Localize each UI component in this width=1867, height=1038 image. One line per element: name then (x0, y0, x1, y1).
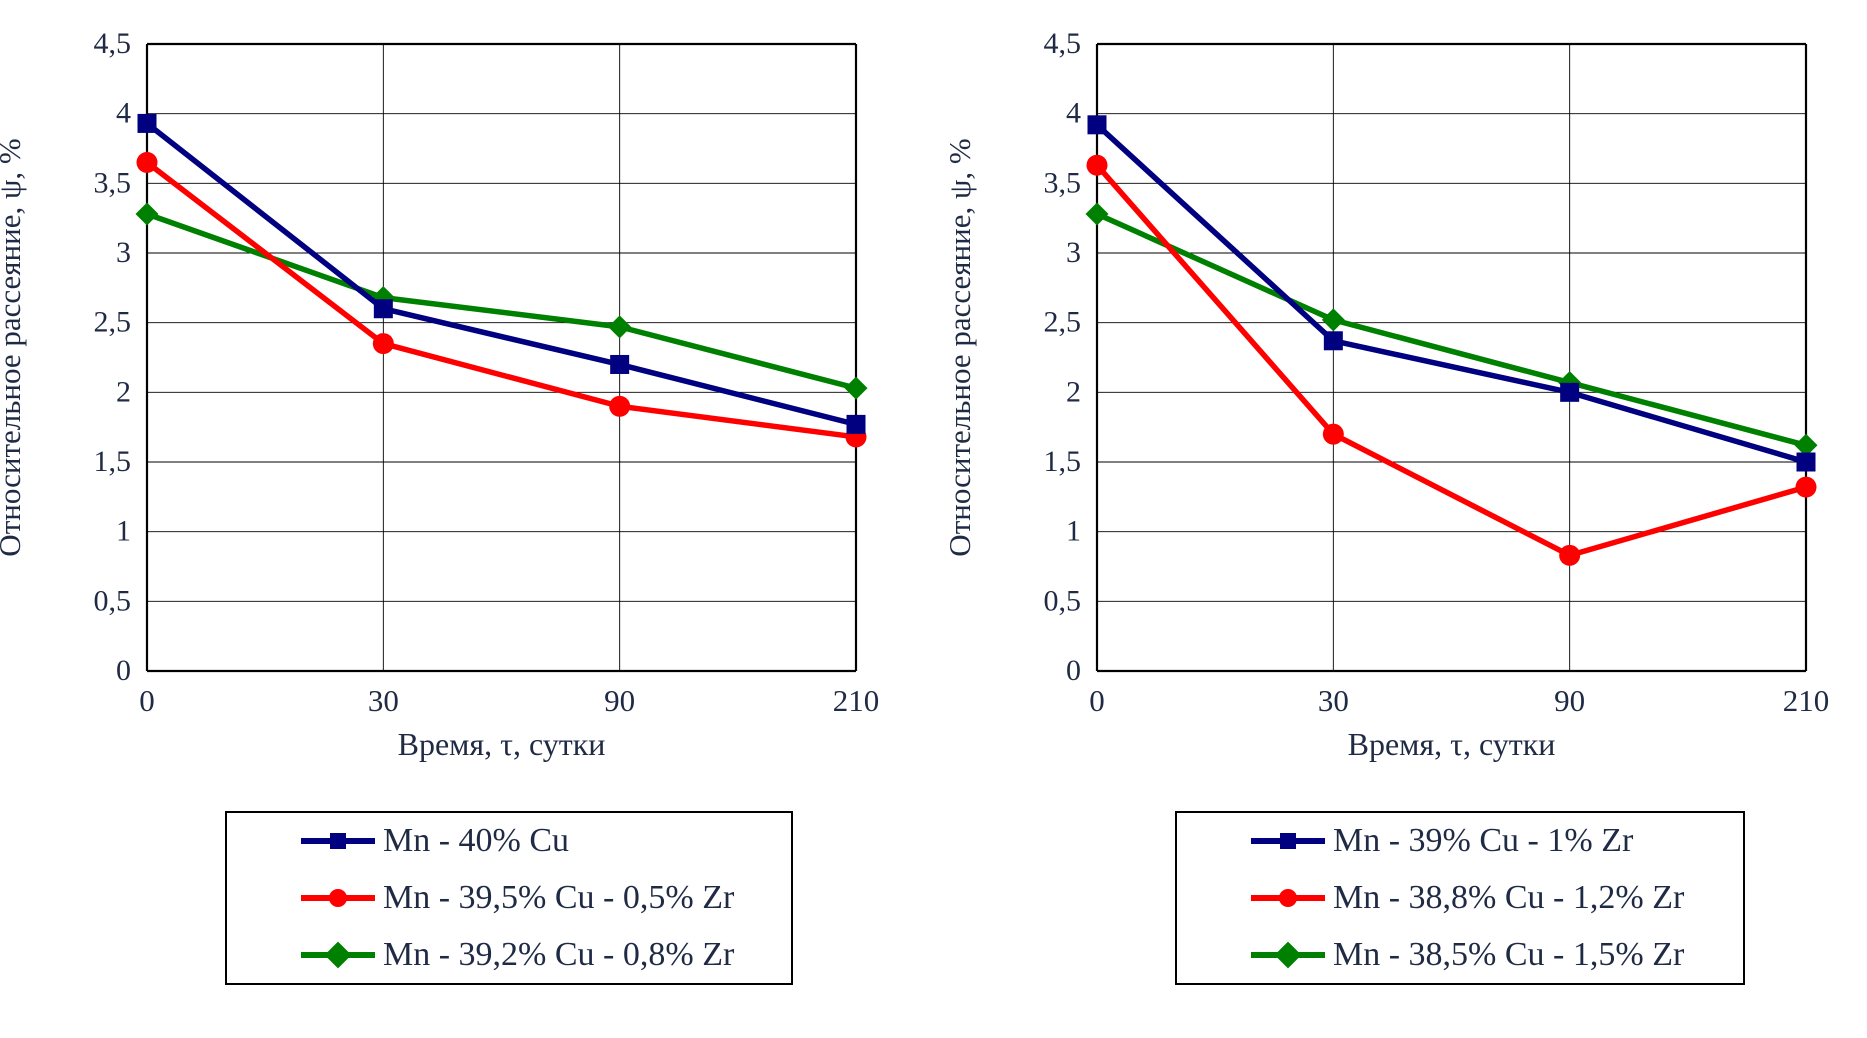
svg-text:90: 90 (604, 683, 635, 718)
svg-text:30: 30 (1318, 683, 1349, 718)
svg-text:Относительное рассеяние, ψ, %: Относительное рассеяние, ψ, % (950, 138, 977, 556)
svg-text:1,5: 1,5 (1044, 445, 1082, 478)
svg-text:2,5: 2,5 (94, 306, 132, 339)
svg-text:1: 1 (1066, 515, 1081, 548)
svg-text:3: 3 (116, 236, 131, 269)
svg-text:0: 0 (139, 683, 155, 718)
svg-text:1,5: 1,5 (94, 445, 132, 478)
svg-text:3,5: 3,5 (1044, 166, 1082, 199)
svg-text:30: 30 (368, 683, 399, 718)
svg-text:1: 1 (116, 515, 131, 548)
svg-text:0: 0 (1089, 683, 1105, 718)
svg-text:4: 4 (1066, 97, 1081, 130)
svg-text:3: 3 (1066, 236, 1081, 269)
svg-text:Относительное рассеяние, ψ, %: Относительное рассеяние, ψ, % (0, 138, 27, 556)
svg-text:4,5: 4,5 (94, 27, 132, 60)
svg-text:3,5: 3,5 (94, 166, 132, 199)
svg-text:4: 4 (116, 97, 131, 130)
svg-text:2,5: 2,5 (1044, 306, 1082, 339)
svg-text:0,5: 0,5 (1044, 584, 1082, 617)
svg-text:2: 2 (116, 375, 131, 408)
svg-text:90: 90 (1554, 683, 1585, 718)
svg-text:2: 2 (1066, 375, 1081, 408)
svg-text:0,5: 0,5 (94, 584, 132, 617)
svg-text:210: 210 (833, 683, 880, 718)
svg-text:4,5: 4,5 (1044, 27, 1082, 60)
svg-text:0: 0 (1066, 654, 1081, 687)
svg-text:0: 0 (116, 654, 131, 687)
svg-text:Время, τ, сутки: Время, τ, сутки (1348, 726, 1556, 762)
svg-text:Время, τ, сутки: Время, τ, сутки (398, 726, 606, 762)
svg-text:210: 210 (1783, 683, 1830, 718)
